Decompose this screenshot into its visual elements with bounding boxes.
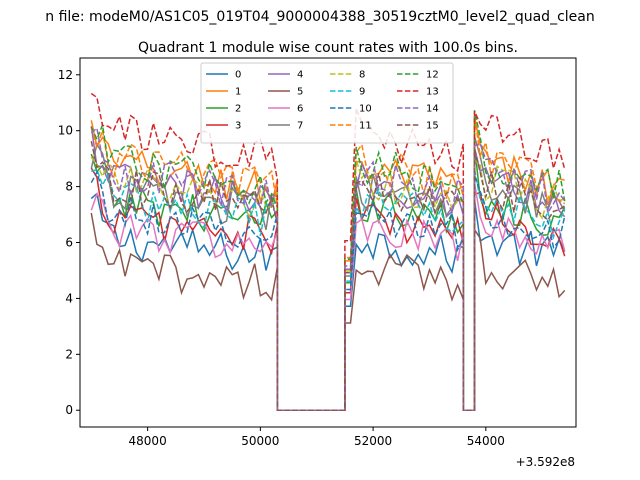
y-tick-label: 2: [65, 347, 73, 361]
series-line-15: [90, 141, 566, 411]
series-line-11: [90, 114, 566, 411]
y-tick-label: 4: [65, 291, 73, 305]
legend-label-8: 8: [359, 70, 365, 81]
x-tick-label: 50000: [241, 434, 279, 448]
legend-label-11: 11: [359, 121, 372, 132]
x-tick-label: 54000: [467, 434, 505, 448]
chart-title: Quadrant 1 module wise count rates with …: [138, 40, 518, 56]
legend-label-12: 12: [426, 70, 439, 81]
legend-label-7: 7: [297, 121, 303, 132]
legend-label-4: 4: [297, 70, 303, 81]
x-tick-label: 52000: [354, 434, 392, 448]
legend-frame: [200, 62, 454, 144]
legend-label-14: 14: [426, 104, 439, 115]
series-layer: [90, 92, 566, 411]
legend-label-6: 6: [297, 104, 303, 115]
y-tick-label: 6: [65, 236, 73, 250]
y-tick-label: 0: [65, 403, 73, 417]
x-tick-label: 48000: [129, 434, 167, 448]
x-offset-label: +3.592e8: [516, 455, 575, 469]
y-tick-label: 10: [58, 124, 73, 138]
legend-label-9: 9: [359, 87, 365, 98]
x-axis: 48000 50000 52000 54000: [129, 427, 505, 448]
legend-label-1: 1: [235, 87, 241, 98]
legend-label-5: 5: [297, 87, 303, 98]
series-line-8: [90, 156, 565, 411]
y-tick-label: 12: [58, 68, 73, 82]
legend-label-15: 15: [426, 121, 439, 132]
y-axis: 0 2 4 6 8 10 12: [58, 68, 80, 417]
legend-label-2: 2: [235, 104, 241, 115]
legend-label-3: 3: [235, 121, 241, 132]
legend-label-10: 10: [359, 104, 372, 115]
series-line-14: [90, 126, 566, 411]
y-tick-label: 8: [65, 180, 73, 194]
figure-suptitle: n file: modeM0/AS1C05_019T04_9000004388_…: [45, 9, 594, 25]
legend-label-13: 13: [426, 87, 439, 98]
legend-label-0: 0: [235, 70, 241, 81]
